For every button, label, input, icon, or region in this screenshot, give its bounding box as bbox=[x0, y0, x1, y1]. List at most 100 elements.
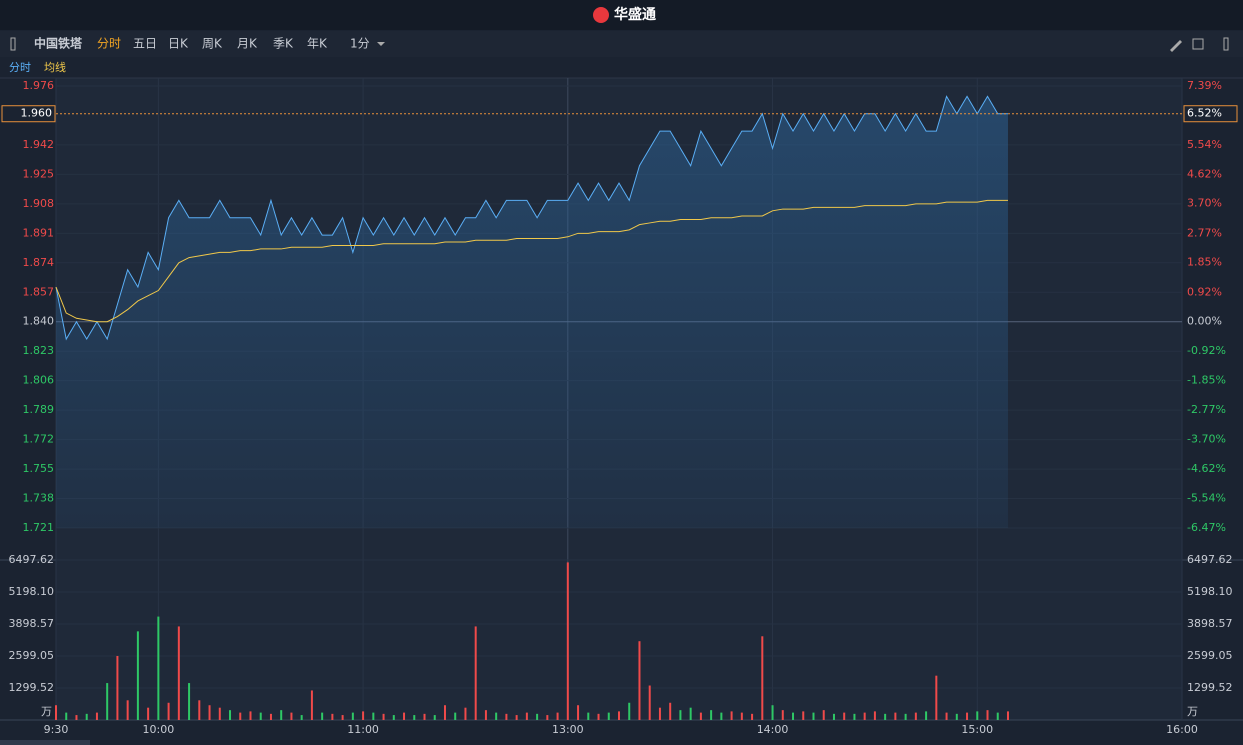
volume-bar bbox=[996, 712, 999, 720]
volume-bar bbox=[515, 715, 518, 720]
y2-tick-label: -3.70% bbox=[1187, 433, 1226, 446]
volume-bar bbox=[454, 712, 457, 720]
series-line bbox=[55, 95, 1008, 341]
y2-tick-label: -6.47% bbox=[1187, 521, 1226, 534]
volume-bar bbox=[484, 710, 487, 720]
collapse-icon[interactable] bbox=[10, 37, 16, 51]
y-tick-label: 1.806 bbox=[23, 374, 55, 387]
volume-bar bbox=[382, 713, 385, 720]
y-tick-label: 1.942 bbox=[23, 138, 55, 151]
volume-bar bbox=[239, 712, 242, 720]
volume-bar bbox=[822, 710, 825, 720]
volume-bar bbox=[95, 712, 98, 720]
volume-bar bbox=[136, 631, 139, 720]
volume-bar bbox=[925, 711, 928, 720]
volume-bar bbox=[147, 707, 150, 720]
volume-bar bbox=[577, 705, 580, 720]
volume-bar bbox=[331, 713, 334, 720]
y2-tick-label: -0.92% bbox=[1187, 344, 1226, 357]
period-tab[interactable]: 日K bbox=[168, 37, 189, 51]
volume-bar bbox=[321, 712, 324, 720]
volume-bar bbox=[802, 711, 805, 720]
period-tab[interactable]: 分时 bbox=[97, 37, 121, 51]
volume-tick-label: 3898.57 bbox=[9, 617, 55, 630]
period-tab[interactable]: 季K bbox=[273, 37, 294, 51]
price-area bbox=[56, 96, 1008, 529]
x-tick-label: 16:00 bbox=[1166, 723, 1198, 736]
volume-bar bbox=[935, 675, 938, 720]
period-tab[interactable]: 五日 bbox=[133, 37, 157, 51]
volume-bar bbox=[443, 705, 446, 720]
y2-tick-label: 0.00% bbox=[1187, 315, 1222, 328]
volume-bar bbox=[392, 715, 395, 720]
volume-bar bbox=[628, 702, 631, 720]
period-select[interactable]: 1分 bbox=[350, 37, 370, 51]
y-tick-label: 1.891 bbox=[23, 226, 55, 239]
volume-bar bbox=[495, 712, 498, 720]
volume-bar bbox=[229, 710, 232, 720]
volume-bar bbox=[269, 713, 272, 720]
volume-bar bbox=[740, 712, 743, 720]
y2-tick-label: -2.77% bbox=[1187, 403, 1226, 416]
volume-bar bbox=[116, 655, 119, 720]
volume-bar bbox=[525, 712, 528, 720]
volume-bar bbox=[710, 710, 713, 720]
x-tick-label: 9:30 bbox=[44, 723, 69, 736]
expand-icon[interactable] bbox=[1223, 37, 1229, 51]
volume-bar bbox=[904, 713, 907, 720]
volume-bar bbox=[689, 707, 692, 720]
y-tick-label: 1.874 bbox=[23, 256, 55, 269]
volume-bar bbox=[761, 636, 764, 720]
volume-tick-label: 6497.62 bbox=[9, 553, 55, 566]
title-bar bbox=[0, 0, 1243, 30]
period-tab[interactable]: 年K bbox=[307, 37, 328, 51]
y-tick-label: 1.755 bbox=[23, 462, 55, 475]
scrollbar[interactable] bbox=[0, 740, 90, 745]
volume-bar bbox=[218, 707, 221, 720]
y2-tick-label: 0.92% bbox=[1187, 285, 1222, 298]
y2-tick-label: 2.77% bbox=[1187, 226, 1222, 239]
volume-bar bbox=[464, 707, 467, 720]
volume-bar bbox=[751, 713, 754, 720]
volume-bar bbox=[597, 713, 600, 720]
y2-tick-label: -4.62% bbox=[1187, 462, 1226, 475]
volume-bar bbox=[351, 712, 354, 720]
dropdown-arrow[interactable] bbox=[377, 42, 385, 46]
volume-bar bbox=[914, 712, 917, 720]
volume-bar bbox=[966, 712, 969, 720]
volume-bar bbox=[832, 713, 835, 720]
series-line bbox=[55, 199, 1008, 323]
draw-icon[interactable] bbox=[1170, 40, 1182, 52]
volume-bar bbox=[945, 712, 948, 720]
logo-icon bbox=[593, 7, 609, 23]
volume-tick-label-right: 3898.57 bbox=[1187, 617, 1233, 630]
volume-bar bbox=[699, 712, 702, 720]
current-price-label: 1.960 bbox=[21, 107, 53, 120]
volume-bar bbox=[566, 562, 569, 720]
period-tab[interactable]: 月K bbox=[237, 37, 258, 51]
y2-tick-label: 7.39% bbox=[1187, 79, 1222, 92]
volume-bar bbox=[894, 712, 897, 720]
volume-tick-label: 1299.52 bbox=[9, 681, 55, 694]
x-tick-label: 14:00 bbox=[757, 723, 789, 736]
volume-tick-label: 5198.10 bbox=[9, 585, 55, 598]
volume-tick-label-right: 2599.05 bbox=[1187, 649, 1233, 662]
volume-bar bbox=[300, 715, 303, 720]
y-tick-label: 1.840 bbox=[23, 315, 55, 328]
volume-bar bbox=[536, 713, 539, 720]
volume-bar bbox=[720, 712, 723, 720]
period-tab[interactable]: 周K bbox=[202, 37, 223, 51]
volume-bar bbox=[648, 685, 651, 720]
volume-bar bbox=[505, 713, 508, 720]
y2-tick-label: 3.70% bbox=[1187, 197, 1222, 210]
y-tick-label: 1.738 bbox=[23, 492, 55, 505]
current-pct-label: 6.52% bbox=[1187, 107, 1222, 120]
volume-bar bbox=[362, 711, 365, 720]
volume-bar bbox=[853, 713, 856, 720]
legend-item: 均线 bbox=[44, 60, 66, 74]
x-tick-label: 11:00 bbox=[347, 723, 379, 736]
fullscreen-icon[interactable] bbox=[1192, 38, 1204, 50]
logo: 华盛通 bbox=[614, 6, 656, 23]
volume-bar bbox=[259, 712, 262, 720]
